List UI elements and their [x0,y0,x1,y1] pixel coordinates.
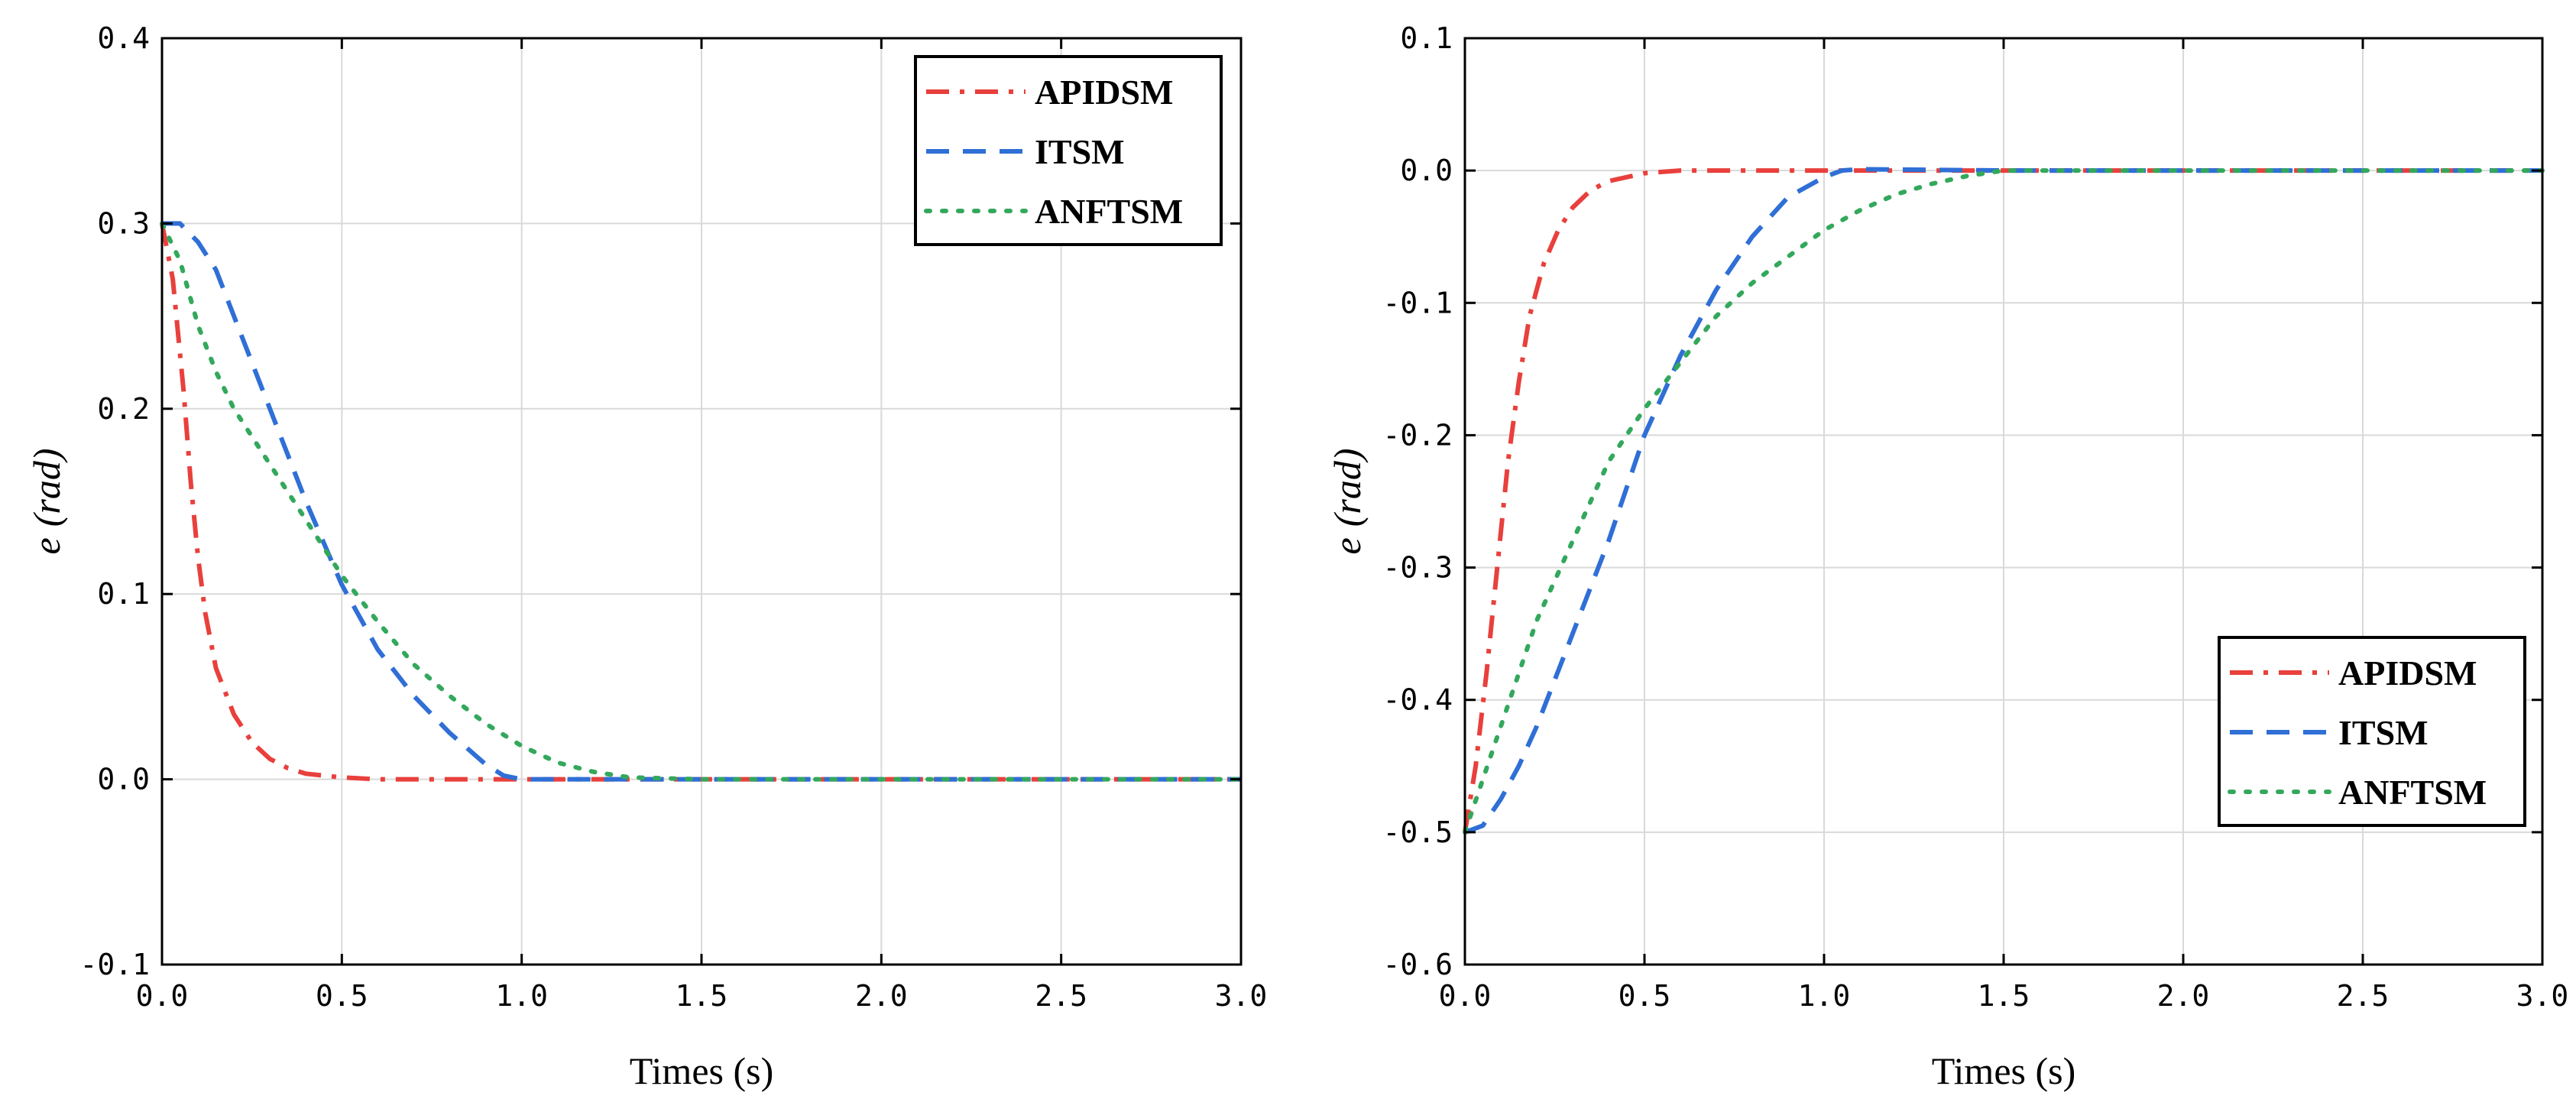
right-xtick-label-2: 1.0 [1798,979,1851,1013]
left-xtick-label-5: 2.5 [1035,979,1087,1013]
left-tick-labels: 0.0 0.5 1.0 1.5 2.0 2.5 3.0-0.10.00.10.20.30.4 [79,21,1267,1013]
left-xtick-label-1: 0.5 [316,979,368,1013]
left-ytick-label-1: 0.0 [97,763,150,796]
right-ytick-label-6: 0.0 [1400,154,1453,187]
right-ytick-label-3: -0.3 [1382,551,1453,585]
left-legend-label-itsm: ITSM [1035,132,1125,171]
right-legend-label-apidsm: APIDSM [2338,653,2477,692]
left-y-axis-title: e (rad) [25,449,68,555]
right-ytick-label-0: -0.6 [1382,948,1453,981]
left-legend-label-apidsm: APIDSM [1035,73,1173,112]
left-ytick-label-3: 0.2 [97,392,150,426]
left-xtick-label-4: 2.0 [855,979,908,1013]
right-x-axis-title: Times (s) [1932,1049,2075,1092]
left-series-itsm [162,221,1241,782]
right-y-axis-unit: (rad) [1326,449,1369,527]
left-y-axis-unit: (rad) [25,449,68,527]
right-series-anftsm [1463,168,2545,835]
left-xtick-label-3: 1.5 [676,979,728,1013]
right-xtick-label-5: 2.5 [2337,979,2390,1013]
left-xtick-label-2: 1.0 [495,979,548,1013]
right-legend-label-itsm: ITSM [2338,713,2429,752]
right-series-itsm [1463,167,2542,835]
left-ytick-label-5: 0.4 [97,21,150,55]
right-xtick-label-6: 3.0 [2516,979,2569,1013]
left-xtick-label-6: 3.0 [1215,979,1268,1013]
left-chart: 0.0 0.5 1.0 1.5 2.0 2.5 3.0-0.10.00.10.20.30.4… [25,21,1267,1092]
right-xtick-label-0: 0.0 [1439,979,1492,1013]
right-series-apidsm [1463,168,2542,833]
right-y-axis-symbol: e [1326,537,1369,554]
left-y-axis-symbol: e [25,537,68,554]
left-legend-label-anftsm: ANFTSM [1035,192,1183,231]
left-series-layer [160,221,1243,782]
left-ytick-label-2: 0.1 [97,577,150,611]
right-ytick-label-2: -0.4 [1382,683,1453,717]
left-xtick-label-0: 0.0 [136,979,189,1013]
right-ticks [1463,37,2544,966]
right-xtick-label-4: 2.0 [2157,979,2210,1013]
right-ytick-label-5: -0.1 [1382,286,1453,319]
left-ytick-label-4: 0.3 [97,206,150,240]
left-ticks [160,37,1243,966]
left-ytick-label-0: -0.1 [79,948,150,981]
right-legend-label-anftsm: ANFTSM [2338,773,2487,812]
right-y-axis-title: e (rad) [1326,449,1369,555]
right-tick-labels: 0.0 0.5 1.0 1.5 2.0 2.5 3.0 -0.6 -0.5 -0.4 -0.3 -0.… [1382,21,2568,1013]
right-xtick-label-1: 0.5 [1619,979,1671,1013]
right-legend: APIDSM ITSM ANFTSM [2218,636,2526,827]
left-legend: APIDSM ITSM ANFTSM [914,55,1223,246]
right-chart: 0.0 0.5 1.0 1.5 2.0 2.5 3.0 -0.6 -0.5 -0.4 -0.3 -0.… [1326,21,2568,1092]
right-xtick-label-3: 1.5 [1978,979,2030,1013]
right-ytick-label-4: -0.2 [1382,418,1453,452]
left-x-axis-title: Times (s) [630,1049,773,1092]
left-series-anftsm [160,221,1243,782]
right-ytick-label-7: 0.1 [1400,21,1453,55]
right-series-layer [1463,167,2545,835]
right-ytick-label-1: -0.5 [1382,816,1453,849]
